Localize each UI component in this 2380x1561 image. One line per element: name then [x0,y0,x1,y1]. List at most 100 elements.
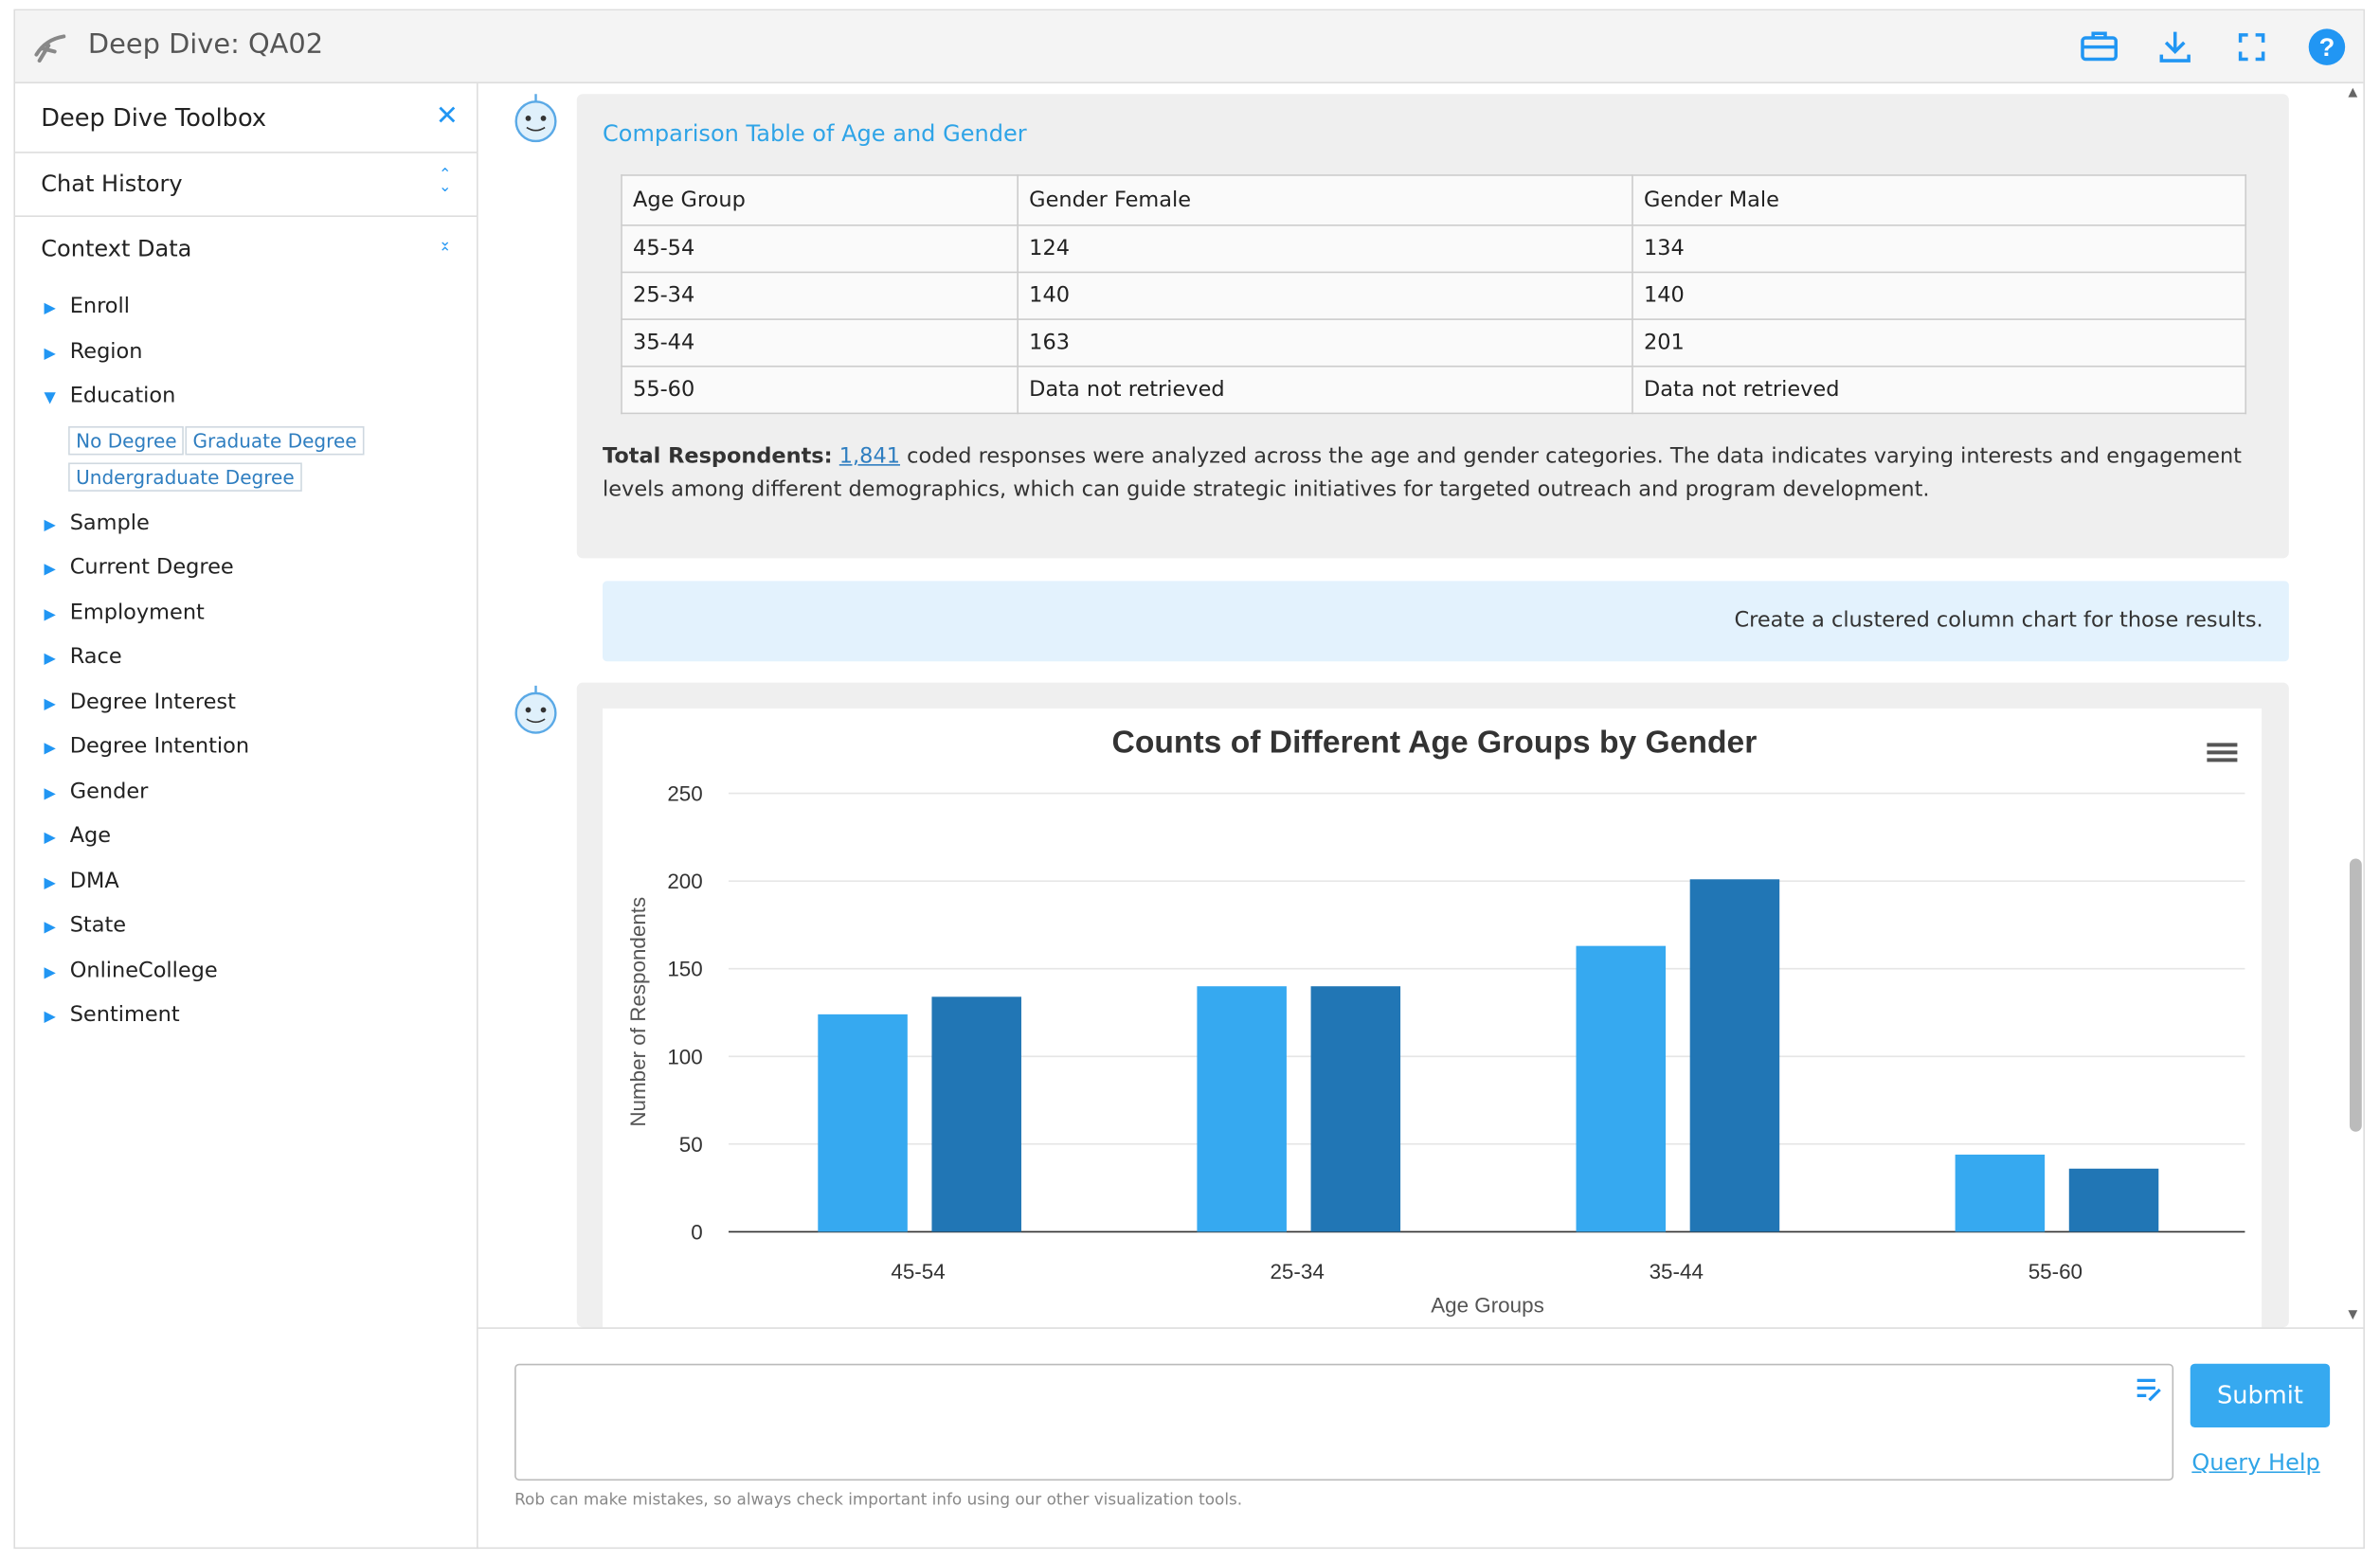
chart-title: Counts of Different Age Groups by Gender [1112,725,1758,760]
tree-arrow[interactable]: ▶ [44,741,55,758]
tree-item[interactable]: Employment [70,600,205,624]
tree-arrow[interactable]: ▶ [44,964,55,981]
tree-item[interactable]: DMA [70,869,119,893]
tree-arrow[interactable]: ▶ [44,345,55,362]
divider [478,1327,2364,1329]
fullscreen-icon[interactable] [2241,35,2263,60]
close-button[interactable]: ✕ [436,100,459,133]
tree-arrow[interactable]: ▶ [44,874,55,891]
bar [1311,986,1401,1231]
table-row: 45-54124134 [622,225,2245,273]
count-link[interactable]: 1,841 [839,444,900,469]
user-message: Create a clustered column chart for thos… [603,581,2289,661]
tree-item[interactable]: State [70,913,126,938]
bar [1690,879,1780,1231]
tree-item[interactable]: Degree Intention [70,734,249,759]
tree-arrow[interactable]: ▶ [44,300,55,317]
table-header: Age GroupGender FemaleGender Male [622,175,2245,225]
table-cell: 35-44 [622,319,1018,367]
disclaimer: Rob can make mistakes, so always check i… [514,1491,1242,1509]
collapse-icon[interactable]: ⌄⌃ [439,237,451,261]
help-icon[interactable]: ? [2309,28,2345,64]
tree-arrow[interactable]: ▶ [44,562,55,579]
divider [15,215,477,217]
table-title: Comparison Table of Age and Gender [603,120,1027,148]
chart-menu[interactable] [2207,745,2237,760]
filter-tag[interactable]: No Degree [68,425,185,454]
tree-item[interactable]: Current Degree [70,555,234,580]
svg-text:?: ? [2319,32,2335,62]
y-tick-label: 0 [691,1220,702,1244]
table-cell: 124 [1018,225,1632,273]
table-row: 35-44163201 [622,319,2245,367]
tree-arrow[interactable]: ▶ [44,606,55,623]
table-cell: 163 [1018,319,1632,367]
bar [818,1014,908,1232]
bar [1577,946,1667,1232]
table-cell: 55-60 [622,367,1018,414]
tree-item[interactable]: Degree Interest [70,690,236,714]
query-help-link[interactable]: Query Help [2191,1448,2319,1476]
scroll-thumb[interactable] [2350,858,2362,1131]
header-cell: Gender Male [1632,175,2245,225]
table-row: 25-34140140 [622,272,2245,319]
edit-icon[interactable] [2134,1376,2164,1404]
tree-arrow[interactable]: ▶ [44,785,55,802]
tree-item[interactable]: Education [70,384,176,408]
y-axis-label: Number of Respondents [626,897,650,1127]
tree-arrow[interactable]: ▶ [44,651,55,668]
sidebar-title: Deep Dive Toolbox [41,103,266,132]
query-input[interactable] [514,1364,2173,1480]
table-cell: 45-54 [622,225,1018,273]
tree-arrow[interactable]: ▶ [44,1009,55,1026]
table-cell: 134 [1632,225,2245,273]
x-axis-label: Age Groups [1431,1293,1544,1317]
scroll-up[interactable]: ▲ [2348,85,2357,99]
tree-item[interactable]: Sentiment [70,1003,180,1028]
filter-tag[interactable]: Graduate Degree [185,425,364,454]
x-tick-label: 45-54 [891,1260,945,1283]
summary: Total Respondents: 1,841 coded responses… [603,441,2272,507]
x-tick-label: 35-44 [1650,1260,1704,1283]
tree-arrow[interactable]: ▶ [44,830,55,847]
bot-avatar [512,91,563,146]
expand-icon[interactable]: ⌃⌄ [439,170,451,194]
tree-item[interactable]: Region [70,339,143,364]
submit-button[interactable]: Submit [2191,1364,2330,1427]
y-tick-label: 250 [667,782,702,806]
logo [33,30,66,63]
tree-item[interactable]: Race [70,645,122,670]
download-icon[interactable] [2161,32,2189,61]
y-tick-label: 150 [667,958,702,981]
section-header[interactable]: Chat History [41,170,182,197]
tree-item[interactable]: Sample [70,511,150,535]
header-cell: Gender Female [1018,175,1632,225]
y-tick-label: 200 [667,870,702,893]
toolbar: ? [2080,27,2353,67]
section-header[interactable]: Context Data [41,235,191,262]
summary-label: Total Respondents: [603,444,833,469]
tree-arrow[interactable]: ▶ [44,516,55,533]
tree-arrow[interactable]: ▶ [44,920,55,937]
tree-item[interactable]: Gender [70,779,149,803]
bar [1197,986,1287,1231]
tree-arrow[interactable]: ▶ [44,695,55,712]
scrollbar[interactable]: ▲ ▼ [2348,85,2363,1328]
x-tick-label: 55-60 [2028,1260,2082,1283]
divider [15,152,477,153]
filter-tag[interactable]: Undergraduate Degree [68,462,302,491]
table-cell: 25-34 [622,272,1018,319]
table-cell: 201 [1632,319,2245,367]
y-tick-label: 50 [679,1133,703,1157]
scroll-down[interactable]: ▼ [2348,1307,2357,1320]
tree-arrow[interactable]: ▼ [44,390,55,407]
header-cell: Age Group [622,175,1018,225]
bar [931,996,1021,1231]
tree-item[interactable]: Age [70,824,111,849]
tree-item[interactable]: OnlineCollege [70,958,218,982]
table-cell: 140 [1018,272,1632,319]
table-cell: Data not retrieved [1018,367,1632,414]
app-title: Deep Dive: QA02 [88,28,323,61]
tree-item[interactable]: Enroll [70,295,130,319]
toolbox-icon[interactable] [2082,33,2116,59]
